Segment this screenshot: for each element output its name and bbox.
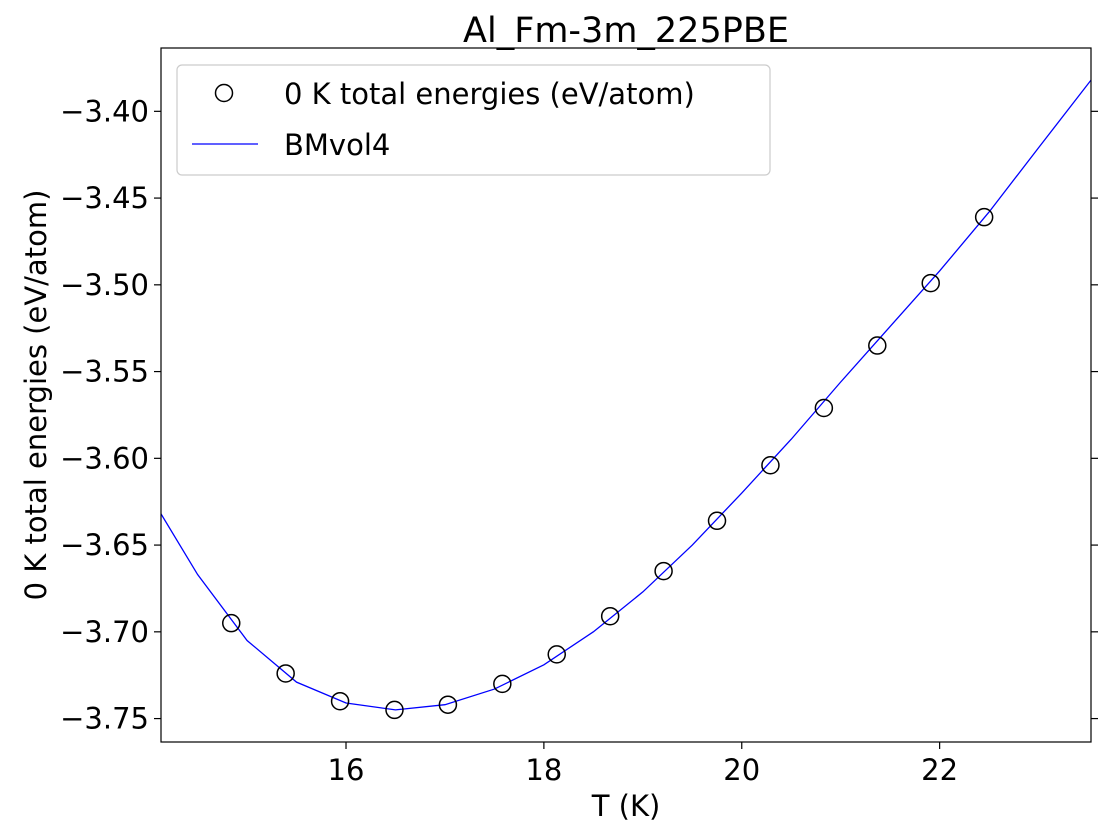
y-tick-label: −3.70: [60, 615, 149, 649]
data-point: [330, 691, 350, 711]
data-point: [600, 606, 620, 626]
data-point: [974, 207, 994, 227]
plot-frame: [160, 47, 1092, 743]
data-point: [221, 613, 241, 633]
x-axis-label: T (K): [591, 789, 661, 823]
legend-label-scatter: 0 K total energies (eV/atom): [284, 77, 695, 111]
data-point: [868, 336, 887, 355]
y-tick-label: −3.75: [60, 702, 149, 736]
x-tick-label: 16: [328, 753, 365, 787]
data-point: [438, 695, 458, 714]
x-tick-label: 18: [525, 753, 562, 787]
data-point: [385, 700, 404, 720]
data-point: [493, 674, 512, 694]
y-tick-label: −3.40: [60, 94, 149, 128]
plot-layer: [161, 79, 1091, 720]
data-point: [761, 456, 780, 475]
y-axis-label: 0 K total energies (eV/atom): [19, 190, 53, 601]
legend-marker-scatter: [214, 83, 234, 103]
legend-box: [176, 64, 771, 176]
data-point: [654, 561, 673, 581]
data-point: [276, 664, 295, 683]
data-point: [547, 645, 566, 664]
ticks-layer: 16 18 20 22 −3.75 −3.70 −3.65 −3.60 −3.55 −3.50 −3…: [60, 94, 1098, 787]
data-point: [814, 398, 834, 418]
y-tick-label: −3.45: [60, 181, 149, 215]
y-tick-label: −3.60: [60, 441, 149, 475]
legend-label-fit: BMvol4: [284, 128, 390, 162]
y-tick-label: −3.65: [60, 528, 149, 562]
legend: 0 K total energies (eV/atom) BMvol4: [176, 64, 771, 176]
data-point: [921, 273, 940, 293]
chart-title: Al_Fm-3m_225PBE: [463, 11, 789, 51]
x-tick-label: 22: [921, 753, 958, 787]
y-tick-label: −3.55: [60, 355, 149, 389]
y-tick-label: −3.50: [60, 268, 149, 302]
x-tick-label: 20: [723, 753, 760, 787]
data-point: [707, 511, 727, 531]
